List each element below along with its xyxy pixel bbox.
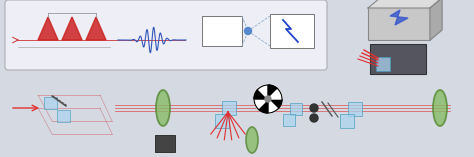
Polygon shape bbox=[430, 0, 442, 40]
Bar bbox=[202, 16, 242, 46]
Wedge shape bbox=[268, 85, 278, 99]
Bar bbox=[368, 8, 430, 40]
Bar bbox=[290, 103, 302, 115]
Bar bbox=[222, 101, 236, 115]
Circle shape bbox=[310, 104, 318, 112]
Wedge shape bbox=[258, 99, 268, 113]
Polygon shape bbox=[368, 0, 442, 8]
Bar bbox=[155, 135, 175, 152]
Polygon shape bbox=[86, 17, 106, 40]
Bar bbox=[376, 57, 390, 71]
Bar bbox=[348, 102, 362, 116]
Bar bbox=[215, 114, 229, 128]
Circle shape bbox=[265, 96, 271, 102]
Bar bbox=[370, 44, 426, 74]
Wedge shape bbox=[258, 85, 268, 99]
FancyBboxPatch shape bbox=[5, 0, 327, 70]
Wedge shape bbox=[268, 99, 282, 109]
Polygon shape bbox=[38, 17, 58, 40]
Wedge shape bbox=[268, 99, 278, 113]
Circle shape bbox=[254, 85, 282, 113]
Bar bbox=[57, 110, 70, 122]
Ellipse shape bbox=[156, 90, 170, 126]
Circle shape bbox=[310, 114, 318, 122]
Wedge shape bbox=[254, 99, 268, 109]
Ellipse shape bbox=[433, 90, 447, 126]
Wedge shape bbox=[268, 89, 282, 99]
Ellipse shape bbox=[246, 127, 258, 153]
Circle shape bbox=[245, 27, 252, 35]
Bar bbox=[44, 97, 57, 109]
Polygon shape bbox=[390, 10, 408, 25]
Wedge shape bbox=[254, 89, 268, 99]
Bar bbox=[283, 114, 295, 126]
Bar bbox=[340, 114, 354, 128]
Bar bbox=[270, 14, 314, 48]
Polygon shape bbox=[62, 17, 82, 40]
